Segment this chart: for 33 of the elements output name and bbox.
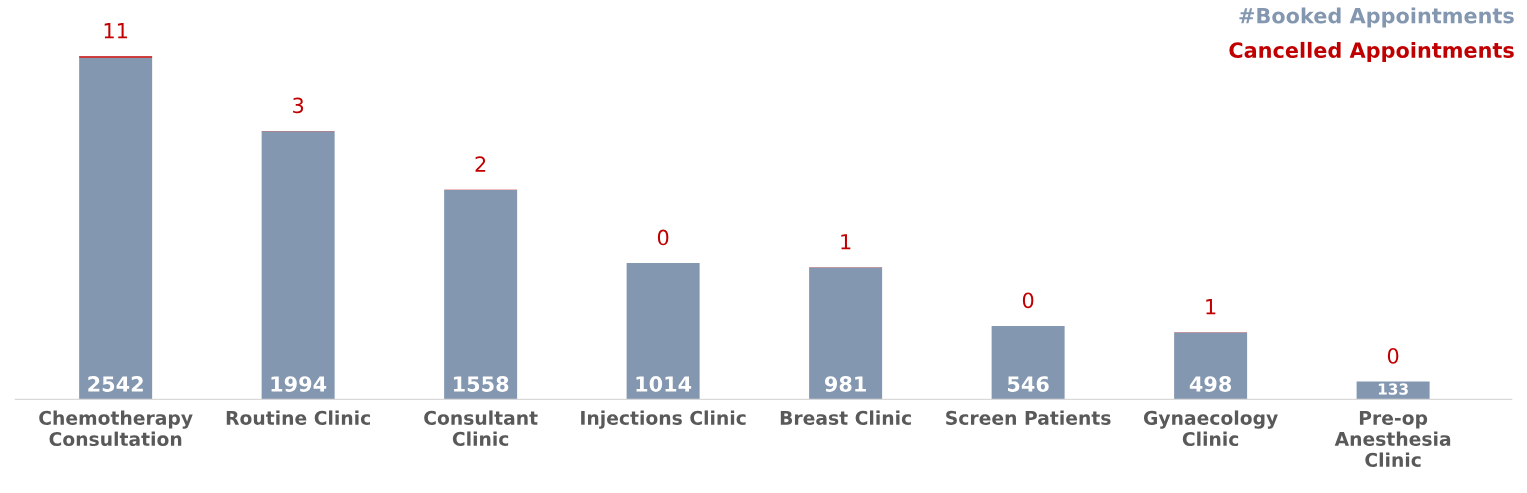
data-label: 1 [1206,299,1216,315]
x-tick-label: Gynaecology Clinic [1143,410,1278,447]
data-label: 11 [104,23,127,39]
x-tick-label: Screen Patients [946,410,1111,425]
bar [626,263,700,400]
x-tick-label: Injections Clinic [581,410,746,429]
data-label: 1558 [453,376,509,392]
text: #Booked Appointments [1239,7,1514,28]
bar [809,267,883,400]
data-label: 0 [1387,347,1399,364]
data-label: 981 [824,376,866,392]
data-label: 133 [1378,383,1408,395]
data-label: 1 [841,234,851,250]
bar [1174,332,1248,400]
x-tick-label: Chemotherapy Consultation [39,410,193,447]
text: Cancelled Appointments [1229,41,1514,63]
x-tick-label: Routine Clinic [226,410,370,425]
data-label: 546 [1007,376,1049,392]
data-label: 0 [657,229,669,246]
data-label: 2542 [88,376,143,392]
x-tick-label: Breast Clinic [780,410,911,425]
x-tick-label: Pre-op Anesthesia Clinic [1334,411,1451,467]
data-label: 0 [1022,292,1034,309]
data-label: 1994 [271,376,327,392]
data-label: 498 [1189,376,1232,392]
bar [444,189,518,400]
data-label: 1014 [636,376,692,392]
x-tick-label: Consultant Clinic [424,410,538,446]
data-label: 2 [475,156,486,172]
bar [79,57,153,400]
bar [991,325,1065,400]
data-label: 3 [293,97,304,114]
bar [261,131,335,400]
